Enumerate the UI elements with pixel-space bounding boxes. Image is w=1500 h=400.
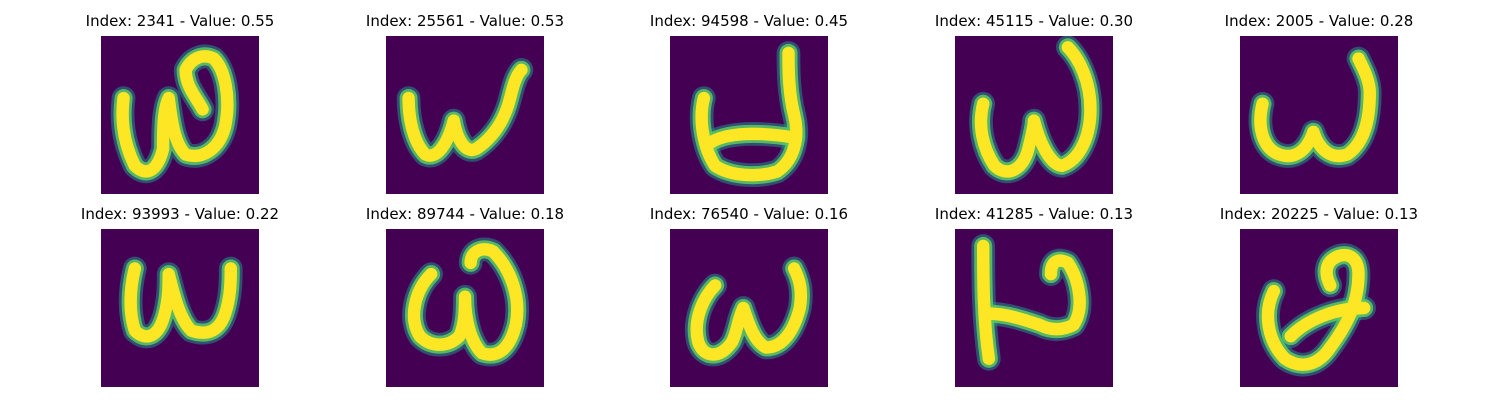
handwritten-digit-image [670, 229, 828, 387]
panel-title: Index: 45115 - Value: 0.30 [934, 12, 1134, 30]
panel-10: Index: 20225 - Value: 0.13 [1209, 205, 1429, 387]
panel-title: Index: 94598 - Value: 0.45 [649, 12, 849, 30]
panel-title: Index: 41285 - Value: 0.13 [934, 205, 1134, 223]
glyph-stroke [402, 63, 528, 162]
glyph-stroke [703, 127, 801, 150]
panel-2: Index: 25561 - Value: 0.53 [355, 12, 575, 194]
panel-title: Index: 20225 - Value: 0.13 [1219, 205, 1419, 223]
panel-title: Index: 2005 - Value: 0.28 [1224, 12, 1414, 30]
glyph-stroke [1284, 301, 1371, 343]
handwritten-digit-image [670, 36, 828, 194]
handwritten-digit-image [386, 229, 544, 387]
panel-7: Index: 89744 - Value: 0.18 [355, 205, 575, 387]
panel-title: Index: 2341 - Value: 0.55 [85, 12, 275, 30]
panel-title: Index: 25561 - Value: 0.53 [365, 12, 565, 30]
glyph-stroke [407, 243, 524, 361]
panel-5: Index: 2005 - Value: 0.28 [1209, 12, 1429, 194]
glyph-stroke [974, 41, 1097, 178]
panel-9: Index: 41285 - Value: 0.13 [924, 205, 1144, 387]
handwritten-digit-image [1240, 229, 1398, 387]
handwritten-digit-image [955, 36, 1113, 194]
handwritten-digit-image [101, 36, 259, 194]
glyph-stroke [977, 239, 996, 365]
glyph-stroke [116, 50, 234, 178]
panel-1: Index: 2341 - Value: 0.55 [70, 12, 290, 194]
panel-title: Index: 76540 - Value: 0.16 [649, 205, 849, 223]
panel-6: Index: 93993 - Value: 0.22 [70, 205, 290, 387]
handwritten-digit-image [1240, 36, 1398, 194]
handwritten-digit-image [955, 229, 1113, 387]
panel-3: Index: 94598 - Value: 0.45 [639, 12, 859, 194]
panel-title: Index: 89744 - Value: 0.18 [365, 205, 565, 223]
glyph-stroke [982, 254, 1086, 336]
panel-8: Index: 76540 - Value: 0.16 [639, 205, 859, 387]
glyph-stroke [690, 262, 808, 361]
handwritten-digit-image [386, 36, 544, 194]
glyph-stroke [124, 262, 237, 343]
panel-title: Index: 93993 - Value: 0.22 [80, 205, 280, 223]
panel-4: Index: 45115 - Value: 0.30 [924, 12, 1144, 194]
glyph-stroke [1261, 248, 1365, 371]
glyph-stroke [1254, 52, 1376, 163]
handwritten-digit-image [101, 229, 259, 387]
